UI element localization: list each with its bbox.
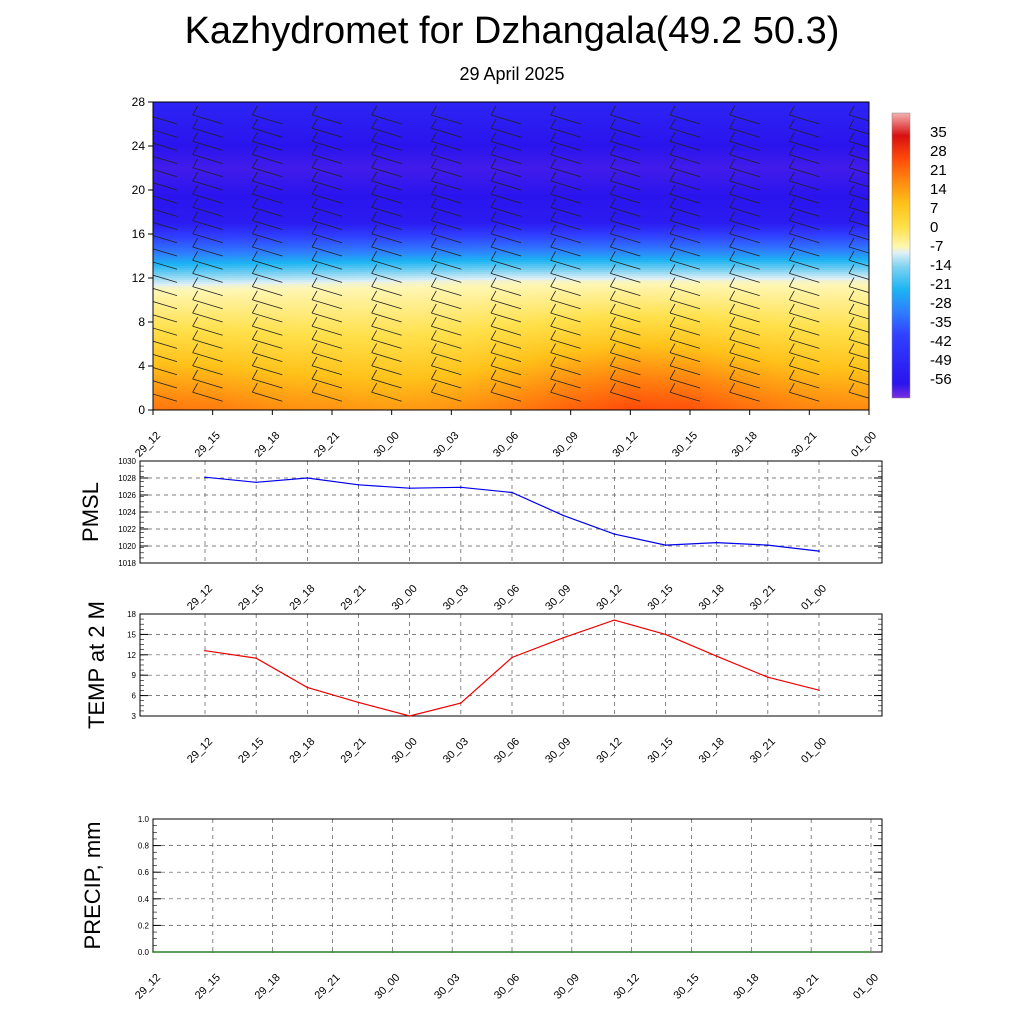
cross-section-heatmap: [147, 102, 879, 411]
